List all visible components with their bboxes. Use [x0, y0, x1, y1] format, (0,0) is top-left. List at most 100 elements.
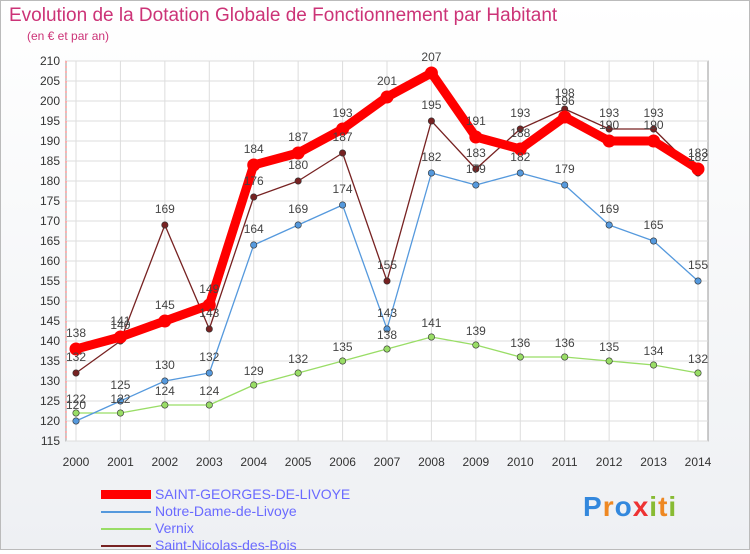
- data-point: [605, 125, 613, 133]
- data-label: 187: [333, 130, 353, 144]
- data-point: [513, 142, 527, 156]
- data-label: 187: [288, 130, 308, 144]
- data-label: 183: [466, 146, 486, 160]
- data-label: 122: [66, 392, 86, 406]
- data-point: [113, 330, 127, 344]
- y-tick-label: 190: [40, 134, 60, 148]
- y-tick-label: 200: [40, 94, 60, 108]
- data-point: [472, 165, 480, 173]
- y-tick-label: 210: [40, 54, 60, 68]
- data-point: [205, 401, 213, 409]
- data-label: 179: [555, 162, 575, 176]
- data-label: 136: [555, 336, 575, 350]
- data-point: [294, 221, 302, 229]
- data-label: 184: [244, 142, 264, 156]
- y-tick-label: 135: [40, 354, 60, 368]
- legend-label: Saint-Nicolas-des-Bois: [155, 537, 297, 553]
- y-tick-label: 195: [40, 114, 60, 128]
- x-tick-label: 2007: [374, 455, 401, 469]
- data-label: 155: [688, 258, 708, 272]
- data-labels: 122 122 124 124 129 132 135 138 141 139 136 136 135 1…: [66, 50, 708, 412]
- data-label: 169: [155, 202, 175, 216]
- axes: 115 120 125 130 135 140 145 150 155 160 165 170 175 1…: [40, 54, 712, 469]
- data-point: [558, 110, 572, 124]
- data-label: 155: [377, 258, 397, 272]
- data-label: 193: [333, 106, 353, 120]
- legend-item: Saint-Nicolas-des-Bois: [101, 537, 381, 554]
- data-point: [158, 314, 172, 328]
- y-tick-label: 115: [41, 434, 60, 448]
- y-tick-label: 185: [40, 154, 60, 168]
- data-label: 138: [377, 328, 397, 342]
- legend-label: SAINT-GEORGES-DE-LIVOYE: [155, 486, 351, 502]
- data-label: 120: [66, 398, 86, 412]
- data-label: 190: [599, 118, 619, 132]
- data-label: 180: [288, 158, 308, 172]
- data-point: [472, 341, 480, 349]
- data-point: [116, 397, 124, 405]
- data-point: [650, 125, 658, 133]
- y-tick-label: 145: [40, 314, 60, 328]
- data-point: [250, 193, 258, 201]
- legend-label: Vernix: [155, 520, 194, 536]
- series: [69, 66, 705, 425]
- data-label: 174: [333, 182, 353, 196]
- y-tick-label: 150: [40, 294, 60, 308]
- data-label: 132: [199, 350, 219, 364]
- y-tick-label: 175: [40, 194, 60, 208]
- data-point: [336, 122, 350, 136]
- data-label: 122: [110, 392, 130, 406]
- y-tick-label: 130: [40, 374, 60, 388]
- data-label: 193: [510, 106, 530, 120]
- data-point: [72, 369, 80, 377]
- data-label: 143: [199, 306, 219, 320]
- legend-swatch: [101, 511, 151, 513]
- data-point: [161, 377, 169, 385]
- x-tick-label: 2011: [552, 455, 578, 469]
- data-point: [424, 66, 438, 80]
- data-label: 182: [510, 150, 530, 164]
- data-label: 188: [510, 126, 530, 140]
- data-label: 134: [644, 344, 664, 358]
- logo-letter: o: [614, 491, 633, 522]
- data-label: 130: [155, 358, 175, 372]
- x-tick-label: 2002: [152, 455, 179, 469]
- data-label: 132: [288, 352, 308, 366]
- y-tick-label: 165: [40, 234, 60, 248]
- data-point: [69, 342, 83, 356]
- data-label: 193: [644, 106, 664, 120]
- proxiti-logo: Proxiti: [583, 491, 677, 523]
- x-tick-label: 2010: [507, 455, 534, 469]
- data-point: [339, 201, 347, 209]
- data-point: [294, 369, 302, 377]
- x-tick-label: 2012: [596, 455, 623, 469]
- x-tick-label: 2009: [463, 455, 490, 469]
- data-point: [202, 298, 216, 312]
- legend-item: SAINT-GEORGES-DE-LIVOYE: [101, 486, 381, 503]
- logo-letter: i: [668, 491, 678, 522]
- y-tick-label: 125: [40, 394, 60, 408]
- data-point: [691, 162, 705, 176]
- logo-letter: r: [602, 491, 615, 522]
- data-label: 138: [66, 326, 86, 340]
- chart-subtitle: (en € et par an): [27, 29, 110, 43]
- y-tick-label: 120: [40, 414, 60, 428]
- data-point: [339, 357, 347, 365]
- data-label: 183: [688, 146, 708, 160]
- data-point: [427, 333, 435, 341]
- chart-title: Evolution de la Dotation Globale de Fonc…: [9, 5, 558, 26]
- data-label: 182: [688, 150, 708, 164]
- data-point: [72, 409, 80, 417]
- data-point: [380, 90, 394, 104]
- data-point: [516, 125, 524, 133]
- data-point: [161, 221, 169, 229]
- data-label: 169: [288, 202, 308, 216]
- data-label: 132: [66, 350, 86, 364]
- data-point: [294, 177, 302, 185]
- data-label: 124: [199, 384, 219, 398]
- x-tick-label: 2003: [196, 455, 223, 469]
- logo-letter: P: [583, 491, 603, 522]
- data-label: 176: [244, 174, 264, 188]
- y-tick-label: 160: [40, 254, 60, 268]
